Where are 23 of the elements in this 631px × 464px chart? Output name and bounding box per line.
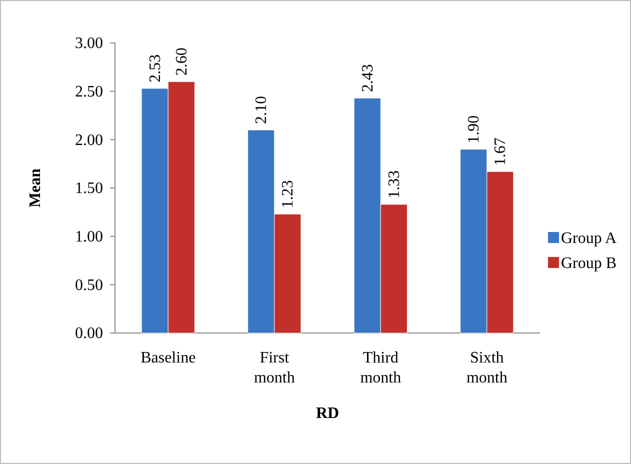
y-tick-label: 2.00 <box>75 132 103 149</box>
y-tick-label: 1.00 <box>75 228 103 246</box>
data-label: 1.67 <box>492 138 510 166</box>
x-tick-label: Baseline <box>140 349 196 366</box>
x-tick-label: Third month <box>360 349 402 386</box>
y-tick-label: 0.50 <box>75 276 103 294</box>
y-tick-label: 2.50 <box>75 83 103 100</box>
legend-label: Group A <box>561 230 617 247</box>
y-tick-label: 0.00 <box>75 325 103 342</box>
data-label: 1.33 <box>386 170 403 198</box>
y-tick-label: 3.00 <box>75 35 103 52</box>
data-label: 1.23 <box>280 180 297 208</box>
data-label: 1.90 <box>466 115 483 144</box>
y-axis-title: Mean <box>27 168 44 208</box>
x-tick-label: Sixth month <box>466 349 508 386</box>
x-axis-title: RD <box>316 405 340 422</box>
data-label: 2.60 <box>173 48 190 76</box>
data-label: 2.10 <box>253 96 270 124</box>
data-label: 2.53 <box>146 54 164 82</box>
data-label: 2.43 <box>359 64 376 92</box>
x-tick-label: First month <box>254 349 295 386</box>
legend-label: Group B <box>561 255 617 272</box>
y-tick-label: 1.50 <box>75 180 103 198</box>
